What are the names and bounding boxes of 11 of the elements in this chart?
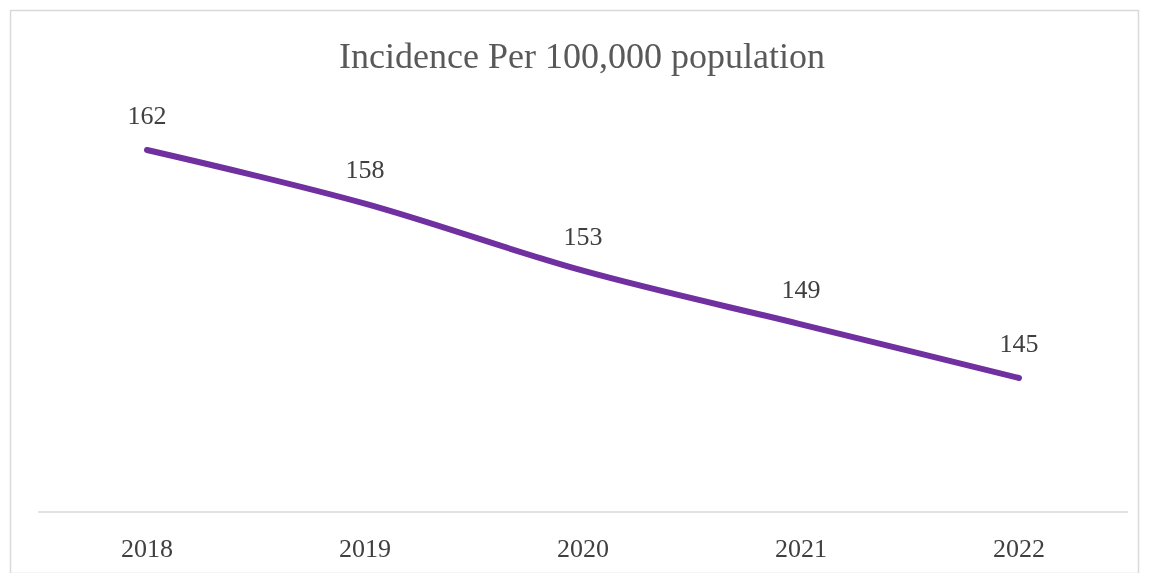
x-tick-label: 2021 bbox=[775, 534, 827, 563]
data-label: 153 bbox=[563, 221, 603, 251]
chart-title: Incidence Per 100,000 population bbox=[339, 36, 825, 76]
x-tick-label: 2018 bbox=[121, 534, 173, 563]
data-label: 158 bbox=[345, 154, 385, 184]
data-label: 145 bbox=[999, 329, 1039, 358]
x-tick-label: 2022 bbox=[993, 534, 1045, 563]
x-tick-label: 2019 bbox=[339, 534, 391, 563]
data-label: 162 bbox=[127, 101, 167, 130]
x-tick-label: 2020 bbox=[557, 534, 609, 563]
data-label: 149 bbox=[781, 275, 821, 305]
